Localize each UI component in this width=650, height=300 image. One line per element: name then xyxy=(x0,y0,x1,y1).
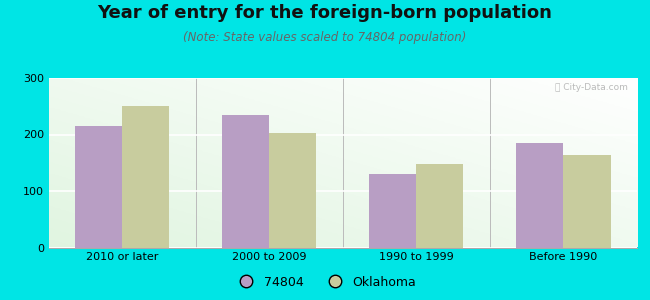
Text: (Note: State values scaled to 74804 population): (Note: State values scaled to 74804 popu… xyxy=(183,32,467,44)
Bar xyxy=(369,174,417,248)
Text: Year of entry for the foreign-born population: Year of entry for the foreign-born popul… xyxy=(98,4,552,22)
Bar xyxy=(516,143,564,248)
Legend: 74804, Oklahoma: 74804, Oklahoma xyxy=(229,271,421,294)
Bar xyxy=(269,134,317,248)
Bar xyxy=(417,164,463,248)
Bar xyxy=(222,115,269,248)
Bar xyxy=(122,106,170,247)
Bar xyxy=(75,126,122,248)
Bar xyxy=(564,155,610,248)
Text: ⓘ City-Data.com: ⓘ City-Data.com xyxy=(555,83,628,92)
